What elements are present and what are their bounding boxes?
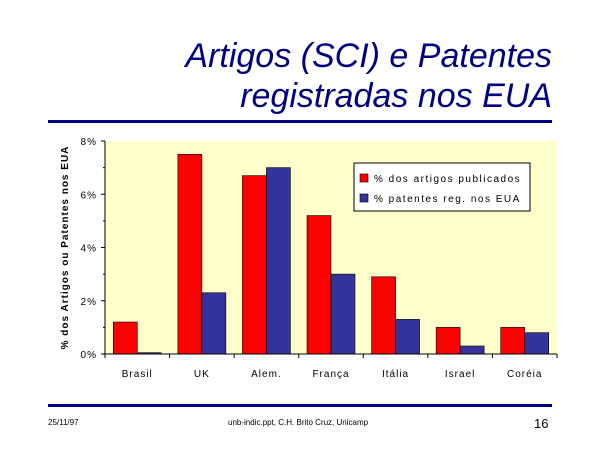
y-tick-label: 8%	[81, 137, 97, 148]
bar-artigos-4	[371, 276, 396, 355]
footer-source: unb-indic.ppt, C.H. Brito Cruz, Unicamp	[228, 418, 369, 427]
bar-artigos-5	[435, 327, 461, 355]
bar-artigos-0	[112, 321, 138, 355]
title-line-2: registradas nos EUA	[240, 77, 552, 115]
x-tick-label: Coréia	[507, 369, 542, 380]
y-tick-label: 6%	[81, 190, 97, 201]
y-tick-label: 2%	[81, 297, 97, 308]
page-number: 16	[534, 416, 549, 431]
footer-date: 25/11/97	[48, 418, 79, 427]
y-tick-label: 4%	[81, 244, 97, 255]
bar-artigos-1	[177, 154, 203, 355]
legend-swatch	[359, 193, 369, 203]
y-tick-label: 0%	[81, 350, 97, 361]
x-tick-label: UK	[194, 369, 210, 380]
legend-label: % patentes reg. nos EUA	[374, 194, 521, 205]
bar-patentes-1	[201, 292, 227, 355]
bars-group	[112, 154, 550, 355]
slide-title: Artigos (SCI) e Patentes registradas nos…	[52, 36, 552, 116]
x-tick-label: França	[312, 369, 349, 380]
legend-label: % dos artigos publicados	[374, 174, 521, 185]
bar-artigos-2	[242, 175, 267, 355]
footer-rule	[48, 404, 552, 407]
bar-artigos-3	[306, 215, 332, 355]
title-line-1: Artigos (SCI) e Patentes	[185, 37, 552, 75]
bar-artigos-6	[500, 327, 526, 355]
legend: % dos artigos publicados % patentes reg. …	[353, 162, 531, 212]
x-tick-label: Alem.	[251, 369, 282, 380]
y-axis-label: % dos Artigos ou Patentes nos EUA	[60, 146, 71, 350]
bar-patentes-3	[330, 273, 356, 355]
x-tick-label: Brasil	[122, 369, 153, 380]
legend-box	[353, 162, 531, 212]
bar-patentes-2	[266, 167, 291, 355]
legend-swatch	[359, 173, 369, 183]
bar-patentes-6	[524, 332, 550, 355]
axes-group: Brasil UK Alem. França Itália Israel Coréia 0% 2…	[81, 137, 558, 380]
bar-patentes-5	[459, 345, 485, 355]
x-tick-label: Itália	[382, 369, 409, 380]
title-rule	[48, 120, 552, 123]
x-tick-label: Israel	[445, 369, 475, 380]
bar-patentes-4	[395, 319, 420, 355]
